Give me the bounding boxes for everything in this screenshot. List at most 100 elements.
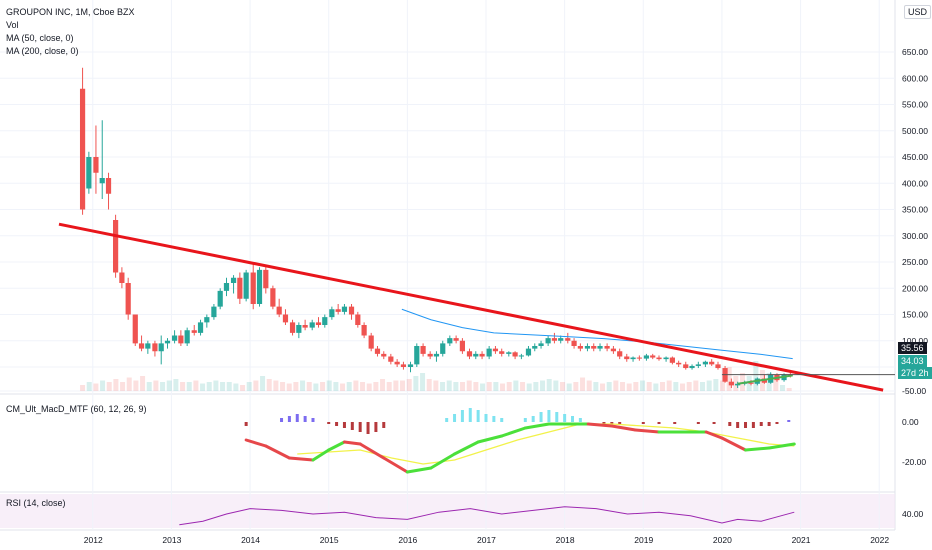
- ma-line: [401, 308, 793, 360]
- candle-body: [512, 352, 518, 357]
- candle-body: [178, 335, 184, 344]
- candle-body: [459, 340, 466, 352]
- candle-body: [466, 351, 473, 357]
- candle-body: [270, 288, 276, 307]
- rsi-pane: [179, 506, 795, 526]
- volume-bar: [333, 382, 339, 391]
- volume-bar: [300, 380, 306, 391]
- volume-bar: [440, 382, 446, 391]
- volume-bar: [373, 382, 379, 391]
- candle-body: [479, 353, 485, 357]
- macd-histogram-bar: [759, 422, 763, 426]
- volume-bar: [253, 380, 259, 391]
- price-tick-label: 250.00: [902, 257, 928, 267]
- candle-body: [250, 272, 256, 304]
- macd-histogram-bar: [657, 422, 661, 424]
- countdown-tag: 27d 2h: [898, 367, 932, 379]
- macd-histogram-bar: [311, 418, 315, 422]
- macd-line-segment: [244, 438, 268, 448]
- volume-bar: [426, 379, 432, 391]
- macd-line-segment: [327, 440, 346, 452]
- volume-bar: [246, 382, 252, 391]
- time-tick-label: 2021: [792, 535, 811, 545]
- candle-body: [315, 322, 322, 325]
- price-tick-label: 350.00: [902, 205, 928, 215]
- volume-bar: [106, 382, 112, 391]
- volume-bar: [466, 380, 472, 391]
- macd-histogram-bar: [547, 410, 551, 422]
- vol-label[interactable]: Vol: [6, 20, 19, 30]
- candle-body: [728, 381, 734, 386]
- macd-line-segment: [720, 436, 748, 452]
- macd-line-segment: [287, 456, 315, 462]
- macd-histogram-bar: [468, 408, 472, 422]
- volume-bar: [293, 382, 299, 391]
- candle-body: [256, 269, 263, 304]
- rsi-label[interactable]: RSI (14, close): [6, 498, 66, 508]
- volume-bar: [340, 383, 346, 391]
- macd-histogram-bar: [602, 422, 606, 424]
- candle-body: [624, 356, 630, 360]
- volume-bar: [640, 380, 646, 391]
- volume-bar: [146, 382, 152, 391]
- volume-bar: [513, 380, 519, 391]
- volume-bar: [526, 383, 532, 391]
- ma50-label[interactable]: MA (50, close, 0): [6, 33, 74, 43]
- macd-line-segment: [704, 430, 724, 440]
- macd-histogram-bar: [453, 414, 457, 422]
- volume-bar: [773, 376, 779, 391]
- macd-histogram-bar: [342, 422, 346, 428]
- volume-bar: [666, 380, 672, 391]
- candle-body: [400, 364, 407, 367]
- macd-histogram-bar: [366, 422, 370, 434]
- symbol-title[interactable]: GROUPON INC, 1M, Cboe BZX: [6, 7, 135, 17]
- macd-histogram-bar: [555, 412, 559, 422]
- price-tick-label: 300.00: [902, 231, 928, 241]
- candle-body: [119, 272, 125, 283]
- macd-label[interactable]: CM_Ult_MacD_MTF (60, 12, 26, 9): [6, 404, 147, 414]
- candle-body: [486, 348, 492, 357]
- macd-histogram-bar: [531, 416, 535, 422]
- currency-label[interactable]: USD: [904, 5, 932, 19]
- volume-bar: [126, 377, 132, 391]
- candle-body: [591, 346, 597, 349]
- volume-bar: [706, 380, 712, 391]
- macd-line-segment: [523, 422, 551, 430]
- volume-bar: [180, 382, 186, 391]
- candle-body: [204, 317, 210, 323]
- candle-body: [368, 335, 374, 349]
- candle-body: [184, 330, 190, 344]
- overlays: [58, 222, 895, 392]
- time-tick-label: 2016: [398, 535, 417, 545]
- volume-bar: [326, 380, 332, 391]
- ma200-label[interactable]: MA (200, close, 0): [6, 46, 79, 56]
- volume-bar: [393, 380, 399, 391]
- volume-bar: [193, 380, 199, 391]
- candle-body: [636, 357, 642, 359]
- volume-bar: [693, 380, 699, 391]
- candle-body: [643, 355, 650, 359]
- candle-body: [211, 306, 217, 318]
- candles[interactable]: [79, 67, 793, 388]
- macd-line-segment: [500, 426, 527, 438]
- volume-bar: [646, 382, 652, 391]
- macd-histogram-bar: [736, 422, 740, 428]
- candle-body: [695, 364, 701, 366]
- candle-body: [158, 343, 164, 352]
- volume-bar: [593, 382, 599, 391]
- macd-histogram-bar: [335, 422, 339, 426]
- candle-body: [309, 322, 315, 328]
- candle-body: [86, 157, 92, 189]
- volume-bar: [360, 382, 366, 391]
- time-tick-label: 2017: [477, 535, 496, 545]
- macd-line-segment: [311, 448, 331, 462]
- volume-bar: [700, 382, 706, 391]
- macd-histogram-bar: [303, 416, 307, 422]
- macd-line-segment: [744, 446, 771, 452]
- macd-histogram-bar: [728, 422, 732, 426]
- macd-histogram-bar: [539, 412, 543, 422]
- candle-body: [669, 357, 675, 363]
- macd-histogram-bar: [563, 414, 567, 422]
- volume-bar: [566, 383, 572, 391]
